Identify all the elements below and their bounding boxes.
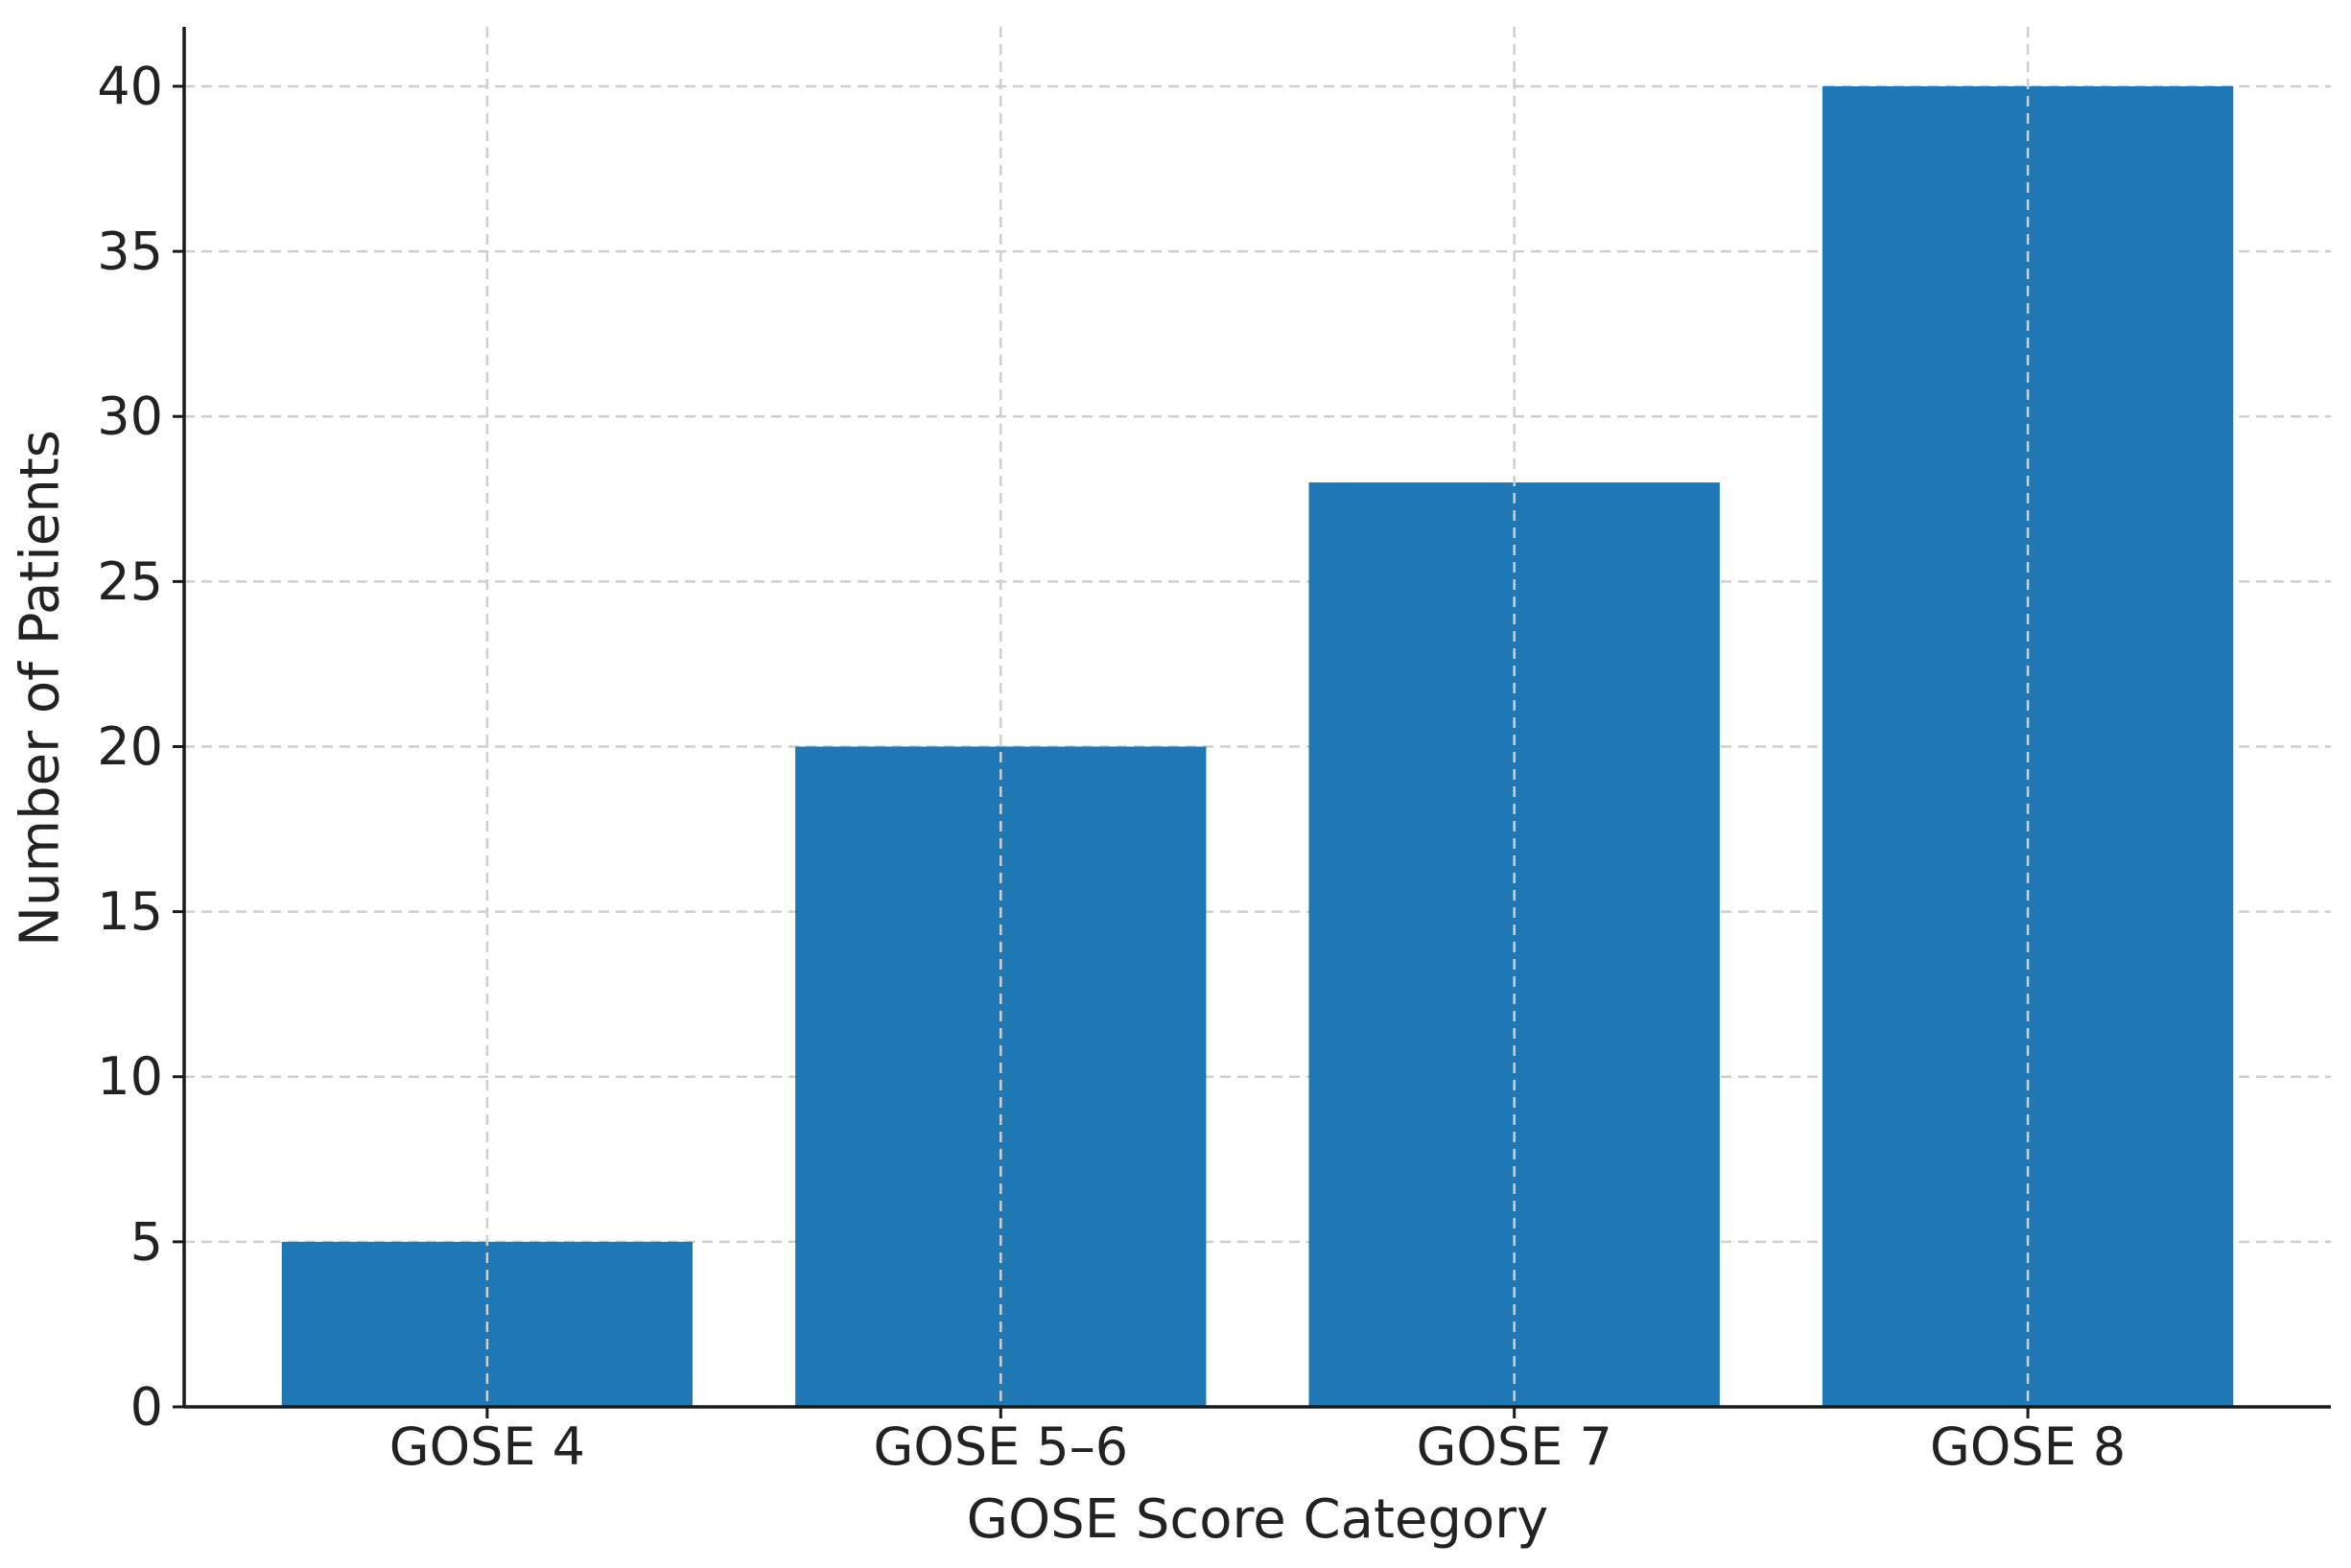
x-tick-label: GOSE 5–6: [873, 1416, 1128, 1477]
y-tick-label: 30: [97, 386, 163, 447]
x-tick-label: GOSE 4: [389, 1416, 585, 1477]
tick-layer: 0 5 10 15 20 25 30 35 40 GOSE 4 GOSE 5–6 GOSE 7 GOSE…: [97, 56, 2126, 1477]
x-tick-label: GOSE 7: [1417, 1416, 1612, 1477]
y-tick-label: 10: [97, 1046, 163, 1107]
y-tick-label: 5: [130, 1211, 163, 1272]
y-tick-label: 15: [97, 881, 163, 942]
x-axis-title: GOSE Score Category: [967, 1488, 1549, 1551]
y-tick-label: 35: [97, 222, 163, 282]
vertical-grid-layer: [485, 27, 2030, 1407]
x-tick-label: GOSE 8: [1930, 1416, 2126, 1477]
y-tick-label: 40: [97, 56, 163, 116]
y-axis-title: Number of Patients: [10, 430, 72, 947]
y-tick-label: 25: [97, 551, 163, 612]
y-tick-label: 0: [130, 1377, 163, 1438]
axis-layer: [182, 27, 2331, 1409]
y-tick-label: 20: [97, 716, 163, 777]
